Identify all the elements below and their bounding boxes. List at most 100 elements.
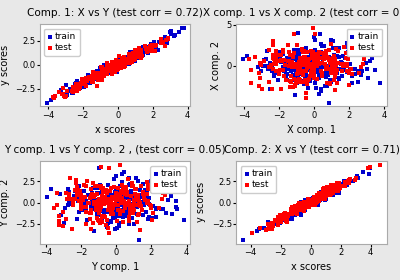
train (142, 196, 148, 200)
test (336, 181, 343, 185)
test (285, 43, 292, 48)
test (133, 55, 139, 60)
train (145, 216, 151, 221)
train (323, 54, 329, 59)
train (139, 48, 146, 52)
test (122, 203, 129, 207)
train (285, 61, 291, 66)
test (103, 71, 110, 76)
train (258, 69, 264, 73)
test (61, 94, 67, 98)
test (309, 63, 316, 67)
train (309, 55, 316, 59)
test (294, 64, 300, 68)
train (265, 220, 272, 224)
train (354, 69, 361, 73)
train (332, 75, 338, 80)
train (154, 206, 161, 210)
train (103, 66, 109, 70)
train (354, 174, 360, 178)
test (101, 70, 107, 75)
train (126, 183, 132, 187)
train (120, 59, 127, 63)
train (125, 202, 132, 206)
test (130, 52, 136, 56)
test (289, 209, 296, 214)
test (144, 46, 151, 50)
train (100, 69, 107, 73)
test (304, 202, 310, 207)
test (300, 60, 306, 65)
test (328, 57, 334, 61)
test (308, 198, 315, 202)
train (302, 76, 308, 81)
test (318, 191, 325, 195)
test (72, 197, 78, 201)
test (272, 59, 278, 63)
train (130, 55, 137, 60)
train (164, 41, 170, 45)
test (300, 204, 306, 208)
test (288, 204, 295, 209)
test (114, 60, 121, 65)
train (315, 193, 321, 197)
test (113, 191, 119, 196)
test (256, 84, 262, 89)
test (113, 64, 119, 69)
train (301, 207, 307, 211)
test (330, 183, 336, 188)
train (328, 189, 335, 193)
test (286, 78, 293, 83)
test (273, 217, 279, 222)
train (306, 79, 313, 83)
test (84, 79, 90, 83)
train (122, 59, 128, 63)
test (309, 66, 315, 70)
train (75, 197, 81, 201)
train (94, 73, 100, 77)
train (106, 193, 113, 198)
train (300, 206, 307, 210)
train (308, 202, 314, 207)
test (103, 189, 110, 193)
train (317, 62, 323, 67)
test (318, 192, 325, 196)
test (316, 196, 322, 200)
test (310, 50, 316, 55)
train (141, 203, 147, 207)
train (300, 207, 307, 212)
test (114, 218, 120, 223)
train (148, 179, 154, 183)
train (94, 70, 100, 75)
test (346, 181, 352, 185)
test (108, 200, 114, 205)
test (302, 95, 309, 100)
train (289, 207, 296, 211)
test (148, 205, 154, 209)
test (335, 188, 342, 193)
train (375, 53, 382, 57)
train (142, 50, 148, 54)
train (306, 62, 312, 66)
test (77, 83, 83, 88)
train (82, 197, 88, 202)
test (77, 81, 84, 86)
test (321, 55, 327, 60)
train (292, 212, 298, 216)
train (94, 214, 100, 218)
train (306, 201, 312, 205)
train (138, 51, 145, 55)
train (88, 78, 94, 83)
train (99, 72, 106, 76)
train (107, 198, 114, 202)
test (309, 198, 316, 202)
train (300, 204, 307, 209)
train (306, 203, 312, 207)
test (306, 201, 312, 206)
train (312, 48, 318, 52)
train (269, 61, 276, 66)
test (135, 198, 141, 202)
train (138, 193, 144, 197)
train (137, 201, 143, 205)
train (284, 66, 290, 70)
